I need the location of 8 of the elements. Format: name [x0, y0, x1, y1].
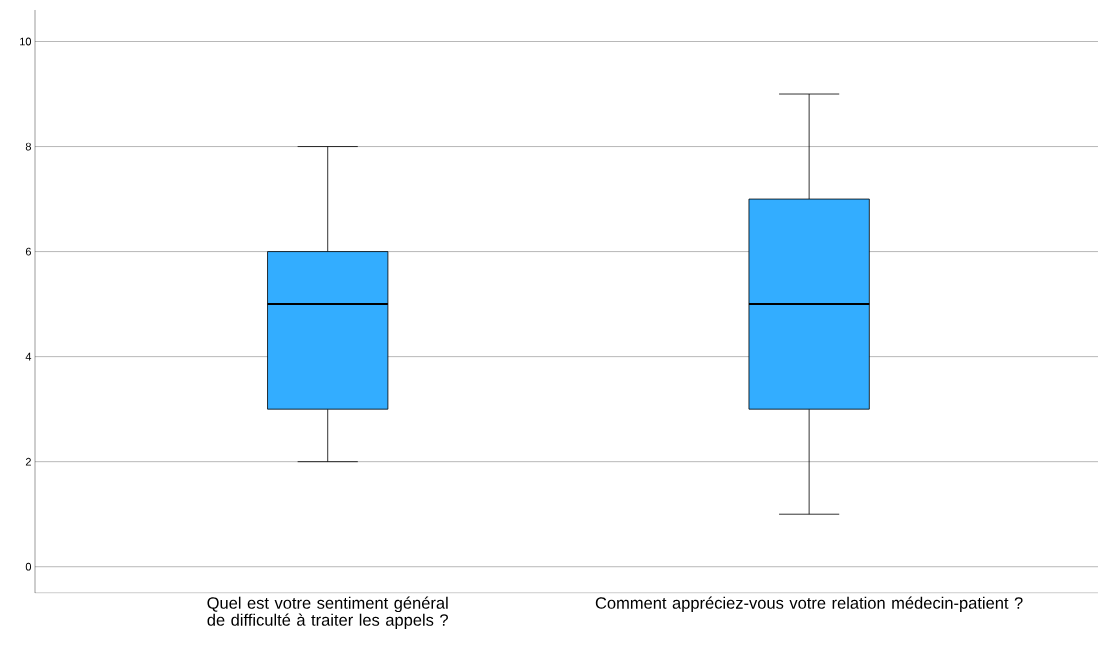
x-tick-label: Quel est votre sentiment général de difficulté à traiter les appels ? [207, 596, 448, 630]
x-tick-label: Comment appréciez-vous votre relation médecin-patient ? [595, 596, 1023, 613]
y-tick-label: 10 [20, 37, 32, 46]
y-tick-label: 4 [25, 352, 32, 361]
y-tick-label: 8 [25, 142, 31, 151]
y-tick-label: 6 [25, 247, 31, 256]
y-tick-label: 2 [25, 457, 31, 466]
y-tick-label: 0 [25, 562, 32, 571]
